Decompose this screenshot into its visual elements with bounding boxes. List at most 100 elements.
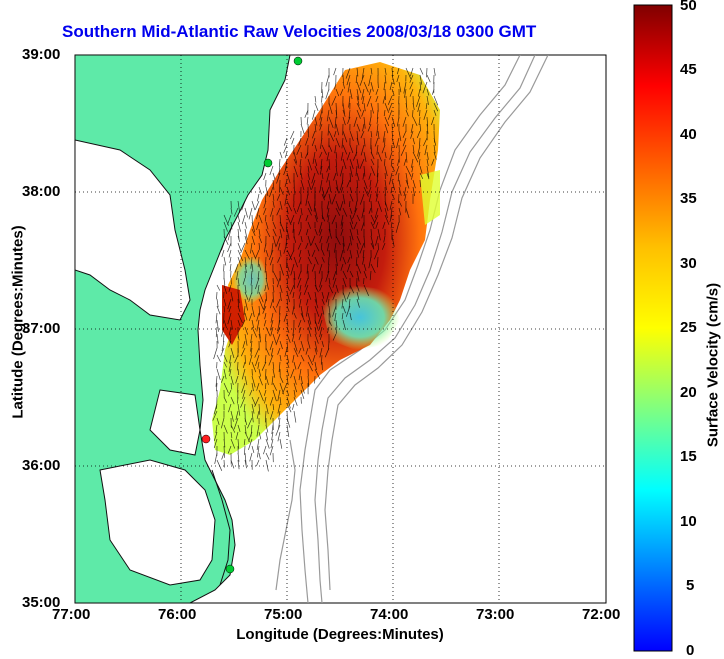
velocity-vector	[216, 382, 218, 392]
velocity-vector	[349, 88, 353, 100]
velocity-vector	[355, 165, 358, 176]
velocity-vector	[265, 326, 271, 337]
velocity-vector	[305, 193, 309, 206]
velocity-vector	[390, 221, 393, 229]
velocity-vector	[244, 263, 247, 273]
velocity-vector	[272, 235, 277, 248]
velocity-vector	[265, 277, 269, 290]
velocity-vector	[283, 165, 288, 176]
velocity-vector	[367, 123, 372, 132]
velocity-vector	[362, 123, 365, 132]
velocity-vector	[213, 347, 218, 360]
velocity-vector	[255, 249, 260, 259]
velocity-vector	[359, 193, 365, 205]
velocity-vector	[278, 361, 281, 373]
velocity-vector	[314, 228, 318, 236]
velocity-vector	[286, 270, 290, 279]
velocity-vector	[341, 298, 344, 309]
velocity-vector	[405, 165, 412, 177]
velocity-vector	[426, 88, 430, 96]
velocity-vector	[347, 116, 351, 124]
velocity-vector	[221, 242, 225, 251]
velocity-vector	[223, 298, 227, 307]
velocity-vector	[412, 144, 415, 153]
velocity-vector	[213, 438, 218, 449]
velocity-vector	[251, 305, 255, 318]
velocity-vector	[279, 228, 283, 239]
velocity-vector	[319, 116, 323, 127]
velocity-vector	[247, 417, 253, 429]
velocity-vector	[277, 403, 281, 414]
velocity-vector	[265, 368, 267, 380]
velocity-vector	[279, 151, 283, 159]
velocity-vector	[348, 200, 351, 208]
velocity-vector	[342, 81, 345, 89]
velocity-vector	[237, 396, 239, 404]
x-tick-label: 76:00	[158, 606, 197, 623]
velocity-vector	[327, 123, 330, 136]
velocity-vector	[277, 256, 281, 263]
velocity-vector	[298, 249, 302, 257]
velocity-vector	[300, 165, 302, 176]
velocity-vector	[335, 109, 338, 119]
velocity-vector	[320, 137, 323, 149]
velocity-vector	[286, 228, 290, 240]
velocity-vector	[286, 172, 291, 184]
velocity-vector	[264, 214, 267, 222]
velocity-vector	[384, 151, 387, 159]
velocity-vector	[270, 207, 274, 217]
velocity-vector	[433, 109, 437, 116]
velocity-vector	[300, 312, 306, 323]
velocity-vector	[363, 179, 368, 190]
velocity-vector	[409, 74, 414, 83]
velocity-vector	[230, 221, 233, 230]
velocity-vector	[277, 431, 281, 442]
velocity-vector	[223, 424, 228, 434]
velocity-vector	[237, 298, 239, 308]
velocity-vector	[363, 284, 370, 296]
velocity-vector	[346, 291, 351, 300]
velocity-vector	[251, 228, 256, 236]
velocity-vector	[269, 256, 274, 266]
velocity-vector	[299, 158, 302, 167]
velocity-vector	[221, 249, 225, 257]
velocity-vector	[368, 193, 372, 202]
colorbar-tick-label: 45	[680, 61, 697, 78]
velocity-vector	[283, 144, 288, 154]
velocity-vector	[272, 368, 276, 378]
velocity-vector	[237, 361, 239, 371]
velocity-vector	[377, 130, 380, 140]
velocity-vector	[289, 249, 295, 261]
velocity-vector	[310, 235, 316, 246]
velocity-vector	[325, 74, 330, 87]
velocity-vector	[383, 81, 386, 91]
velocity-vector	[391, 235, 395, 247]
velocity-vector	[382, 221, 386, 229]
velocity-vector	[313, 200, 316, 212]
velocity-vector	[235, 431, 239, 440]
velocity-vector	[405, 109, 409, 117]
velocity-vector	[258, 305, 261, 316]
velocity-vector	[307, 235, 312, 247]
velocity-vector	[433, 67, 436, 76]
velocity-vector	[279, 291, 282, 302]
velocity-vector	[305, 137, 309, 146]
velocity-vector	[272, 284, 275, 293]
velocity-vector	[332, 270, 337, 281]
velocity-vector	[389, 172, 393, 185]
velocity-vector	[258, 214, 263, 224]
velocity-vector	[410, 123, 414, 133]
velocity-vector	[349, 221, 353, 230]
velocity-vector	[298, 228, 302, 236]
velocity-vector	[339, 88, 344, 96]
velocity-vector	[223, 305, 226, 313]
velocity-vector	[258, 291, 264, 303]
velocity-vector	[356, 235, 361, 245]
sound-water	[99, 459, 216, 586]
velocity-vector	[314, 298, 319, 309]
velocity-vector	[318, 312, 323, 325]
velocity-vector	[327, 326, 330, 334]
velocity-vector	[319, 123, 323, 131]
velocity-vector	[216, 368, 221, 381]
velocity-vector	[305, 347, 309, 355]
